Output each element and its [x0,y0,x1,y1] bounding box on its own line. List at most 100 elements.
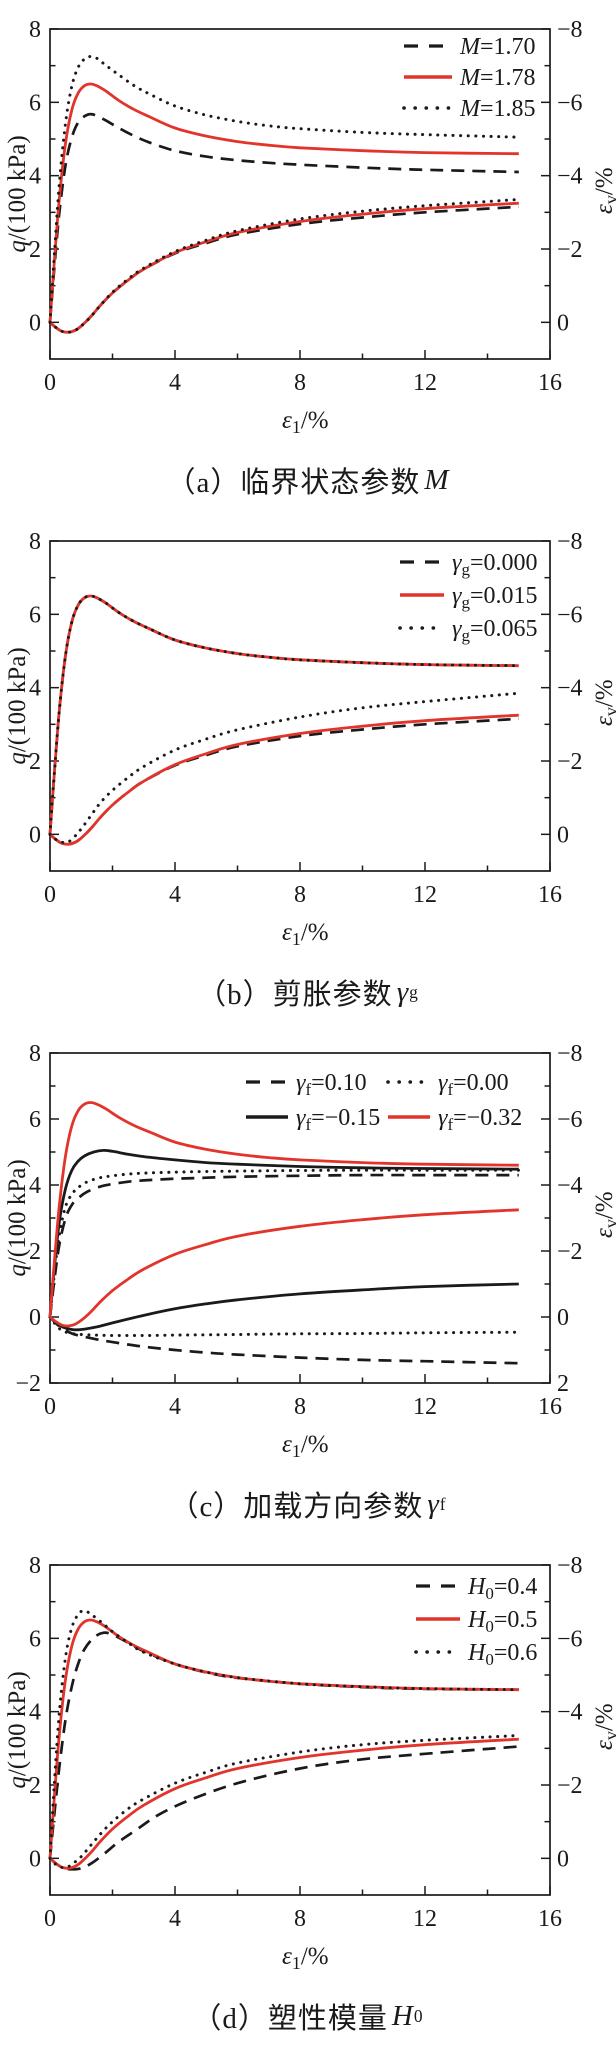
chart-b-mount: 0 4 8 12 16 0 2 4 6 8 0 −2 −4 −6 −8 ε1/% q/(100 kPa) εv/%… [0,516,616,956]
svg-text:2: 2 [29,1239,41,1265]
caption-d-text: （d）塑性模量 [192,2003,388,2035]
legend-a: M=1.70 M=1.78 M=1.85 [402,34,536,122]
caption-b-text: （b）剪胀参数 [197,979,393,1011]
caption-c-text: （c）加载方向参数 [169,1491,424,1523]
svg-text:0: 0 [44,882,56,908]
caption-a-text: （a）临界状态参数 [166,467,421,499]
series-b-γg-0.000-ev [49,717,519,846]
svg-text:2: 2 [29,1773,41,1799]
svg-text:−2: −2 [557,749,583,775]
legend-label: H0=0.5 [467,1607,537,1636]
left-axis-label: q/(100 kPa) [4,1159,31,1276]
legend-label: M=1.85 [459,96,536,122]
svg-text:−6: −6 [557,1626,583,1652]
svg-text:−4: −4 [557,1700,583,1726]
svg-text:ε1/%: ε1/% [282,1943,329,1973]
svg-text:0: 0 [29,1305,41,1331]
caption-c-subscript: f [439,1493,447,1514]
svg-text:0: 0 [44,1906,56,1932]
chart-c-mount: 0 4 8 12 16 −2 0 2 4 6 8 2 0 −2 −4 −6 −8 ε1/% q/(100 kPa) ε… [0,1028,616,1468]
right-axis-label: εv/% [591,1191,616,1238]
series-c-γf-−0.32-q [48,1101,519,1318]
series-c-γf-−0.15-ev [49,1282,519,1332]
svg-text:8: 8 [294,882,306,908]
svg-text:8: 8 [29,529,41,555]
svg-text:−8: −8 [557,17,583,43]
series-a-M-1.78-q [48,82,519,323]
svg-text:0: 0 [44,370,56,396]
svg-text:8: 8 [29,1041,41,1067]
svg-text:8: 8 [294,370,306,396]
chart-d-mount: 0 4 8 12 16 0 2 4 6 8 0 −2 −4 −6 −8 ε1/% q/(100 kPa) εv/%… [0,1540,616,1980]
subplot-b: 0 4 8 12 16 0 2 4 6 8 0 −2 −4 −6 −8 ε1/% q/(100 kPa) εv/%… [0,516,616,1028]
svg-text:4: 4 [169,1394,181,1420]
legend-label: H0=0.4 [467,1574,537,1603]
svg-text:12: 12 [413,370,437,396]
svg-text:−6: −6 [557,90,583,116]
svg-text:q/(100 kPa): q/(100 kPa) [4,647,31,764]
caption-b-subscript: g [409,981,419,1002]
svg-text:ε1/%: ε1/% [282,1431,329,1461]
chart-a: 0 4 8 12 16 0 2 4 6 8 0 −2 −4 −6 −8 ε1/% q/(100 kPa) εv/%… [4,17,616,437]
svg-text:0: 0 [557,1305,569,1331]
right-axis-label: εv/% [591,167,616,214]
left-axis-label: q/(100 kPa) [4,647,31,764]
svg-text:4: 4 [169,882,181,908]
legend-label: γg=0.000 [452,550,538,579]
caption-c-symbol: γ [427,1487,440,1520]
svg-text:2: 2 [29,749,41,775]
svg-text:8: 8 [29,17,41,43]
x-axis-label: ε1/% [282,1431,329,1461]
legend-label: γg=0.015 [452,583,538,612]
series-group [48,1101,521,1365]
series-c-γf-−0.32-ev [49,1208,519,1328]
svg-text:2: 2 [29,237,41,263]
series-b-γg-0.065-ev [48,691,521,845]
svg-text:−8: −8 [557,1041,583,1067]
series-a-M-1.85-q [48,54,521,324]
svg-text:16: 16 [538,1394,562,1420]
chart-d: 0 4 8 12 16 0 2 4 6 8 0 −2 −4 −6 −8 ε1/% q/(100 kPa) εv/%… [4,1553,616,1973]
svg-text:−6: −6 [557,602,583,628]
x-axis-label: ε1/% [282,1943,329,1973]
svg-text:−2: −2 [557,1239,583,1265]
svg-text:−2: −2 [557,237,583,263]
series-b-γg-0.065-q [48,594,521,836]
series-group [48,594,521,846]
caption-c: （c）加载方向参数 γ f [0,1468,616,1540]
svg-text:6: 6 [29,1626,41,1652]
series-group [48,1609,521,1871]
series-a-M-1.78-ev [49,201,519,334]
series-a-M-1.70-q [48,112,519,323]
svg-text:−8: −8 [557,1553,583,1579]
svg-text:6: 6 [29,602,41,628]
svg-text:0: 0 [29,1846,41,1872]
series-d-H0-0.6-ev [48,1734,521,1870]
svg-text:εv/%: εv/% [591,679,616,726]
svg-text:−2: −2 [557,1773,583,1799]
svg-text:0: 0 [557,822,569,848]
svg-text:12: 12 [413,1906,437,1932]
right-axis-label: εv/% [591,1703,616,1750]
axes-ticks [49,1052,551,1384]
legend-c: γf=0.10 γf=0.00 γf=−0.15 γf=−0.32 [246,1070,522,1134]
svg-text:2: 2 [557,1371,569,1397]
series-c-γf-0.10-q [48,1173,519,1318]
legend-label: γg=0.065 [452,616,538,645]
subplot-a: 0 4 8 12 16 0 2 4 6 8 0 −2 −4 −6 −8 ε1/% q/(100 kPa) εv/%… [0,4,616,516]
svg-text:−4: −4 [557,676,583,702]
svg-text:12: 12 [413,1394,437,1420]
tick-labels: 0 4 8 12 16 0 2 4 6 8 0 −2 −4 −6 −8 [29,17,583,396]
svg-text:4: 4 [29,1700,41,1726]
svg-text:6: 6 [29,1107,41,1133]
chart-b: 0 4 8 12 16 0 2 4 6 8 0 −2 −4 −6 −8 ε1/% q/(100 kPa) εv/%… [4,529,616,949]
svg-text:0: 0 [557,310,569,336]
series-a-M-1.85-ev [48,198,521,334]
left-axis-label: q/(100 kPa) [4,1671,31,1788]
svg-text:16: 16 [538,1906,562,1932]
tick-labels: 0 4 8 12 16 0 2 4 6 8 0 −2 −4 −6 −8 [29,1553,583,1932]
series-c-γf-0.10-ev [49,1316,519,1365]
